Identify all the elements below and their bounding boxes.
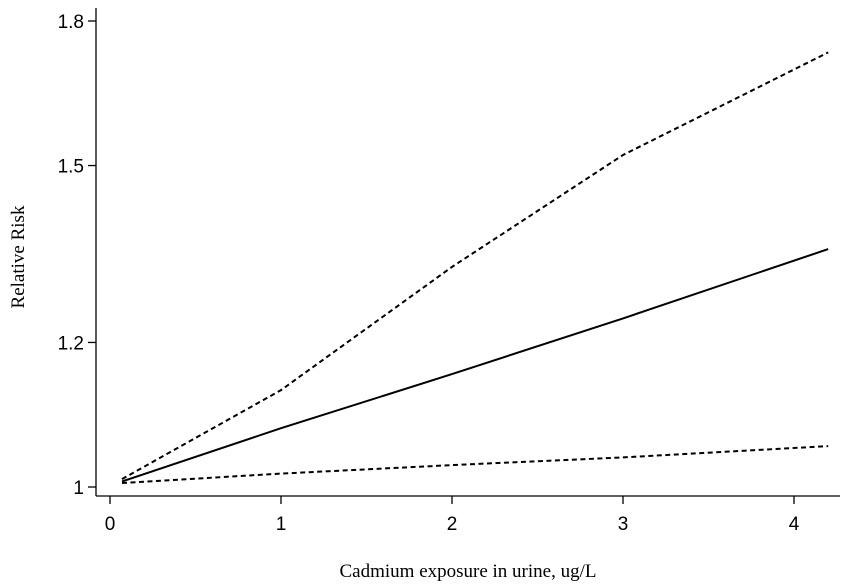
x-tick-label: 1 [276, 514, 287, 535]
x-tick-label: 3 [618, 514, 629, 535]
lower-ci-line [121, 445, 829, 484]
y-axis-title: Relative Risk [8, 205, 29, 308]
x-axis-ticks: 0 1 2 3 4 [105, 496, 800, 535]
x-tick-label: 4 [789, 514, 800, 535]
estimate-line [121, 248, 829, 483]
plot-area [121, 51, 829, 484]
x-axis-title: Cadmium exposure in urine, ug/L [340, 561, 597, 582]
upper-ci-line [121, 51, 829, 480]
x-tick-label: 0 [105, 514, 116, 535]
y-tick-label: 1 [73, 478, 84, 499]
y-axis-ticks: 1 1.2 1.5 1.8 [58, 12, 96, 499]
y-tick-label: 1.2 [58, 333, 84, 354]
y-tick-label: 1.5 [58, 157, 84, 178]
x-tick-label: 2 [447, 514, 458, 535]
y-tick-label: 1.8 [58, 12, 84, 33]
